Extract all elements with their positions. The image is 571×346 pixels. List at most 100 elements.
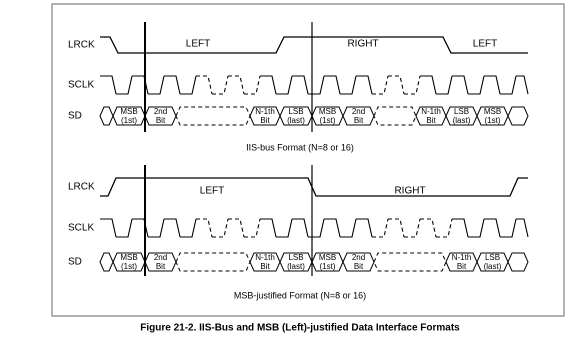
channel-label: RIGHT	[394, 186, 425, 197]
cell-label: N-1th	[452, 253, 472, 262]
waveform	[292, 75, 309, 95]
waveform	[516, 218, 529, 238]
data-cell	[175, 106, 251, 126]
data-cell	[99, 252, 114, 272]
signal-name: SD	[68, 257, 82, 268]
waveform	[356, 75, 373, 95]
waveform	[452, 218, 469, 238]
waveform	[196, 218, 213, 238]
data-cell	[373, 252, 447, 272]
waveform	[500, 218, 517, 238]
cell-label: MSB	[319, 253, 336, 262]
cell-label: (1st)	[485, 116, 501, 125]
cell-label: (last)	[453, 116, 471, 125]
format-caption: MSB-justified Format (N=8 or 16)	[234, 290, 366, 300]
waveform	[356, 218, 373, 238]
waveform	[388, 75, 405, 95]
waveform	[260, 75, 277, 95]
waveform	[516, 75, 529, 95]
waveform	[116, 218, 133, 238]
channel-label: RIGHT	[347, 39, 378, 50]
signal-name: LRCK	[68, 40, 95, 51]
frame	[51, 3, 565, 317]
waveform	[100, 75, 117, 95]
channel-label: LEFT	[186, 39, 210, 50]
data-cell	[99, 106, 114, 126]
waveform	[180, 75, 197, 95]
cell-label: N-1th	[421, 107, 441, 116]
waveform	[500, 75, 517, 95]
cell-label: N-1th	[255, 107, 275, 116]
waveform	[372, 75, 389, 95]
waveform	[228, 218, 245, 238]
waveform	[308, 218, 325, 238]
cell-label: Bit	[457, 262, 467, 271]
signal-name: SCLK	[68, 80, 94, 91]
cell-label: (last)	[484, 262, 502, 271]
waveform	[404, 218, 421, 238]
cell-label: (last)	[287, 116, 305, 125]
channel-label: LEFT	[473, 39, 497, 50]
waveform	[372, 218, 389, 238]
waveform	[196, 75, 213, 95]
waveform	[420, 75, 437, 95]
waveform	[468, 218, 485, 238]
waveform	[468, 75, 485, 95]
cell-label: 2nd	[154, 107, 167, 116]
signal-name: LRCK	[68, 182, 95, 193]
waveform	[180, 218, 197, 238]
cell-label: Bit	[156, 116, 166, 125]
signal-name: SCLK	[68, 223, 94, 234]
cell-label: Bit	[354, 116, 364, 125]
cell-label: MSB	[120, 107, 137, 116]
channel-label: LEFT	[200, 186, 224, 197]
cell-label: Bit	[260, 116, 270, 125]
waveform	[212, 75, 229, 95]
waveform	[436, 218, 453, 238]
waveform	[484, 218, 501, 238]
waveform	[148, 75, 165, 95]
cell-label: N-1th	[255, 253, 275, 262]
cell-label: Bit	[260, 262, 270, 271]
waveform	[404, 75, 421, 95]
waveform	[164, 218, 181, 238]
cell-label: LSB	[288, 107, 303, 116]
waveform	[308, 75, 325, 95]
waveform	[228, 75, 245, 95]
cell-label: 2nd	[352, 253, 365, 262]
waveform	[116, 75, 133, 95]
cell-label: (1st)	[320, 262, 336, 271]
signal-name: SD	[68, 111, 82, 122]
cell-label: MSB	[484, 107, 501, 116]
cell-label: (last)	[287, 262, 305, 271]
waveform	[148, 218, 165, 238]
waveform	[276, 218, 293, 238]
cell-label: MSB	[120, 253, 137, 262]
waveform	[340, 218, 357, 238]
cell-label: (1st)	[121, 262, 137, 271]
waveform	[244, 218, 261, 238]
data-cell	[507, 252, 529, 272]
data-cell	[175, 252, 251, 272]
cell-label: LSB	[454, 107, 469, 116]
waveform	[164, 75, 181, 95]
waveform	[340, 75, 357, 95]
waveform	[260, 218, 277, 238]
cell-label: Bit	[156, 262, 166, 271]
waveform	[100, 218, 117, 238]
cell-label: LSB	[288, 253, 303, 262]
waveform	[212, 218, 229, 238]
waveform	[452, 75, 469, 95]
cell-label: Bit	[354, 262, 364, 271]
waveform	[484, 75, 501, 95]
cell-label: (1st)	[320, 116, 336, 125]
cell-label: 2nd	[352, 107, 365, 116]
data-cell	[507, 106, 529, 126]
waveform	[388, 218, 405, 238]
waveform	[100, 36, 528, 54]
cell-label: (1st)	[121, 116, 137, 125]
format-caption: IIS-bus Format (N=8 or 16)	[246, 142, 354, 152]
cell-label: MSB	[319, 107, 336, 116]
waveform	[436, 75, 453, 95]
